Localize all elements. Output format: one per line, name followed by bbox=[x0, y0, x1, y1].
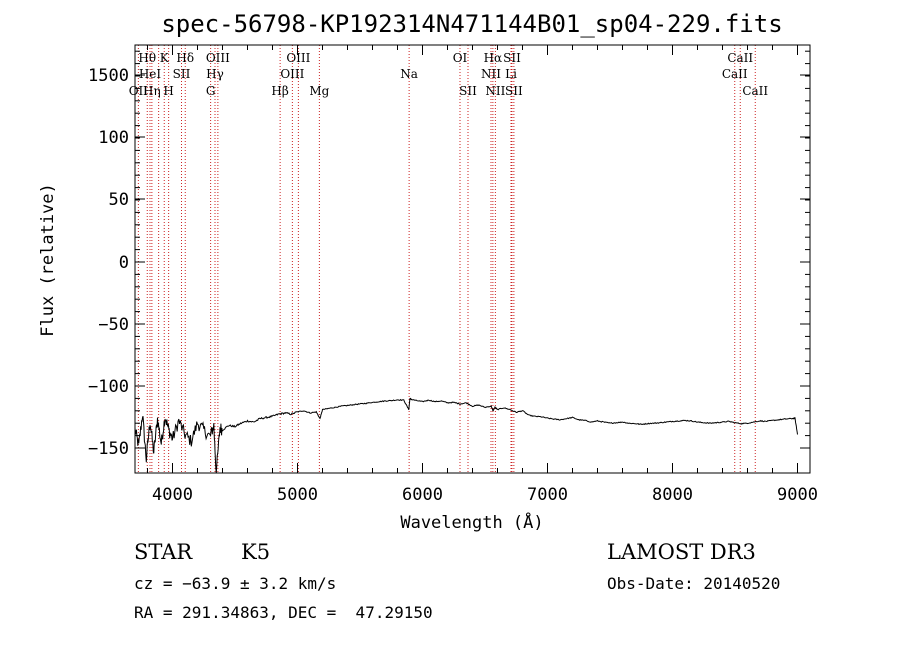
spectral-line-label: OII bbox=[129, 84, 149, 98]
x-axis-ticks: 4000 5000 6000 7000 8000 9000 bbox=[147, 45, 818, 505]
spectral-line-label: OIII bbox=[206, 51, 230, 65]
x-tick-label: 8000 bbox=[652, 485, 693, 505]
spectral-line-label: NII bbox=[481, 67, 501, 81]
spectral-line-label: SII bbox=[503, 51, 521, 65]
y-tick-label: −50 bbox=[98, 315, 129, 335]
x-tick-label: 6000 bbox=[402, 485, 443, 505]
spectral-line-label: K bbox=[160, 51, 170, 65]
spectral-line-label: NII bbox=[485, 84, 505, 98]
spectral-line-label: Hη bbox=[143, 84, 161, 98]
y-axis-label: Flux (relative) bbox=[38, 183, 58, 337]
spectral-line-label: OIII bbox=[286, 51, 310, 65]
coordinates: RA = 291.34863, DEC = 47.29150 bbox=[134, 603, 433, 622]
spectral-line-label: Hβ bbox=[271, 84, 288, 98]
spectral-line-label: OIII bbox=[280, 67, 304, 81]
y-tick-label: 1500 bbox=[88, 66, 129, 86]
x-tick-label: 9000 bbox=[777, 485, 818, 505]
spectral-line-label: Hα bbox=[484, 51, 503, 65]
y-tick-label: −100 bbox=[88, 377, 129, 397]
y-axis-ticks: −150 −100 −50 0 50 100 1500 bbox=[88, 50, 810, 459]
spectral-line-label: H bbox=[163, 84, 173, 98]
spectral-line-label: Hδ bbox=[176, 51, 194, 65]
spectral-line-label: Na bbox=[400, 67, 418, 81]
x-axis-label: Wavelength (Å) bbox=[400, 511, 543, 533]
spectral-line-label: CaII bbox=[722, 67, 748, 81]
spectral-line-label: HeI bbox=[139, 67, 162, 81]
y-tick-label: 0 bbox=[119, 253, 129, 273]
spectral-line-label: Hθ bbox=[138, 51, 156, 65]
y-tick-label: 50 bbox=[109, 190, 129, 210]
y-tick-label: −150 bbox=[88, 439, 129, 459]
flux-series-line bbox=[134, 397, 798, 474]
x-tick-label: 7000 bbox=[527, 485, 568, 505]
spectral-line-markers bbox=[137, 45, 756, 473]
x-tick-label: 5000 bbox=[277, 485, 318, 505]
survey-name: LAMOST DR3 bbox=[607, 540, 756, 564]
x-tick-label: 4000 bbox=[152, 485, 193, 505]
obs-date: Obs-Date: 20140520 bbox=[607, 574, 781, 593]
spectral-line-label: Hγ bbox=[206, 67, 224, 81]
object-subclass: K5 bbox=[241, 540, 271, 564]
plot-frame bbox=[134, 44, 811, 474]
spectral-line-label: SII bbox=[459, 84, 477, 98]
redshift-info: cz = −63.9 ± 3.2 km/s bbox=[134, 574, 337, 593]
spectral-line-label: SII bbox=[173, 67, 191, 81]
spectral-line-label: CaII bbox=[742, 84, 768, 98]
spectral-line-label: CaII bbox=[727, 51, 753, 65]
spectral-line-label: Li bbox=[505, 67, 517, 81]
chart-title: spec-56798-KP192314N471144B01_sp04-229.f… bbox=[161, 10, 782, 38]
object-class: STAR bbox=[134, 540, 193, 564]
spectral-line-label: G bbox=[206, 84, 216, 98]
spectral-line-label: SII bbox=[505, 84, 523, 98]
spectral-line-label: Mg bbox=[309, 84, 329, 98]
y-tick-label: 100 bbox=[98, 128, 129, 148]
spectral-line-label: OI bbox=[453, 51, 468, 65]
